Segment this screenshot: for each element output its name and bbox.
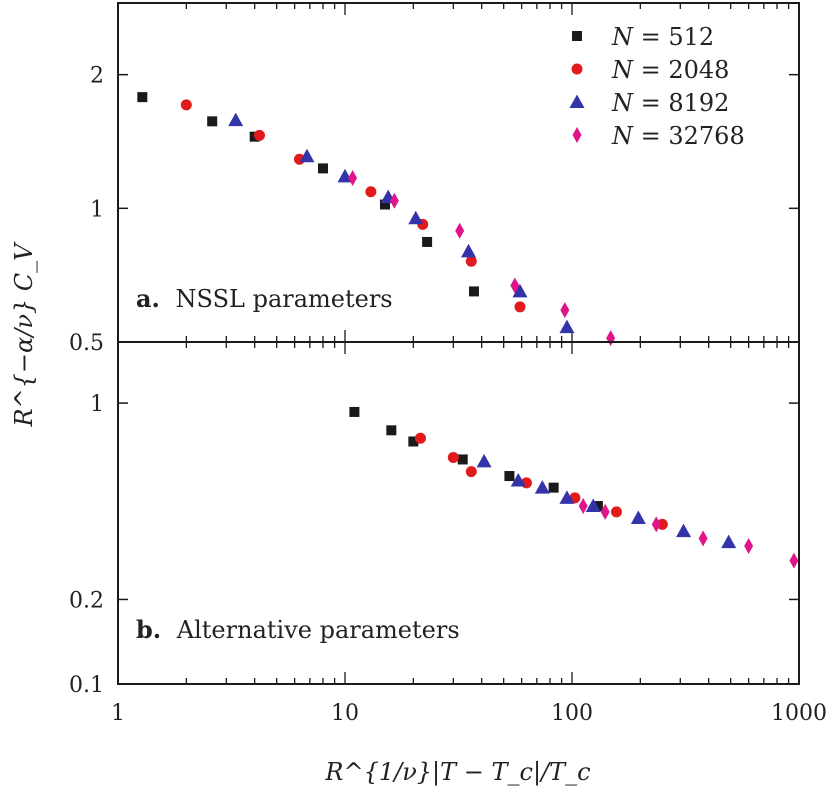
panel-a-series-2-point [559, 319, 575, 334]
legend-value-3: 32768 [668, 122, 744, 150]
panel-b-series-3-point [651, 516, 661, 533]
legend-marker-0 [572, 31, 582, 41]
y-axis-label-text: R^{−α/ν} C_V [10, 241, 38, 428]
panel-b-series-1-point [447, 452, 459, 464]
panel-a-series-1-point [514, 301, 526, 313]
panel-a-series-3-point [389, 192, 399, 209]
panel-a-yticks: 0.5 1 2 [69, 64, 799, 356]
panel-a: 0.5 1 2 a. NSSL parameters [69, 2, 800, 356]
x-tick-label: 100 [551, 701, 593, 726]
legend-equals-2: = [633, 89, 668, 117]
panel-b-series-0-point [504, 471, 515, 482]
legend-marker-3 [572, 127, 582, 143]
panel-a-series-3-point [455, 222, 465, 239]
panel-a-label-bold: a. [136, 284, 160, 313]
panel-b-xticks: 1 10 100 1000 [111, 342, 827, 726]
panel-b: 0.1 0.2 1 1 10 100 1000 b. Alternative parame… [69, 341, 827, 726]
legend-symbol-3: N [611, 122, 634, 150]
panel-b-series-0-point [349, 406, 360, 417]
x-axis-label-text: R^{1/ν}|T − T_c|/T_c [324, 758, 590, 787]
panel-a-series-0-point [379, 199, 390, 210]
panel-b-series-3-point [789, 552, 799, 569]
panel-a-series-1-point [365, 186, 377, 198]
legend-marker-1 [571, 63, 583, 75]
panel-b-series-2-point [476, 453, 492, 468]
x-tick-label: 1000 [771, 701, 827, 726]
panel-b-series-2-point [676, 523, 692, 538]
panel-a-label: a. NSSL parameters [136, 284, 393, 313]
panel-a-series-2-point [299, 148, 315, 163]
x-tick-label: 1 [111, 701, 125, 726]
legend-label-0: N = 512 [611, 23, 714, 51]
panel-b-series-2-point [510, 473, 526, 487]
legend-equals-1: = [633, 56, 668, 84]
legend-equals-0: = [633, 23, 668, 51]
legend-symbol-1: N [611, 56, 634, 84]
panel-b-series-2-point [585, 498, 601, 513]
panel-b-ytick-label: 0.2 [69, 588, 104, 613]
y-axis-label: R^{−α/ν} C_V [10, 241, 38, 428]
legend-equals-3: = [633, 122, 668, 150]
panel-b-yticks: 0.1 0.2 1 [69, 392, 799, 698]
panel-a-series-2-point [228, 112, 244, 127]
panel-b-series-3-point [744, 537, 754, 554]
panel-a-series-3-point [348, 170, 358, 187]
panel-b-series-2-point [559, 490, 575, 504]
panel-b-series-0-point [408, 436, 419, 447]
panel-b-series-2-point [534, 480, 550, 494]
panel-b-ytick-label: 0.1 [69, 673, 104, 698]
legend-label-3: N = 32768 [611, 122, 745, 150]
legend-marker-2 [569, 94, 585, 108]
panel-a-series-2-point [461, 243, 477, 258]
panel-b-series-3-point [698, 530, 708, 547]
panel-a-points [137, 92, 616, 347]
panel-b-label-text: Alternative parameters [176, 616, 460, 644]
panel-b-points [349, 406, 799, 569]
panel-a-ytick-label: 0.5 [69, 331, 104, 356]
panel-b-series-3-point [578, 498, 588, 515]
panel-a-label-text: NSSL parameters [176, 285, 393, 313]
legend-symbol-2: N [611, 89, 634, 117]
panel-b-series-3-point [600, 503, 610, 520]
panel-a-series-2-point [512, 283, 528, 298]
panel-a-series-2-point [408, 210, 424, 225]
panel-a-series-0-point [422, 236, 433, 247]
panel-a-series-3-point [560, 302, 570, 319]
panel-a-ytick-label: 1 [90, 197, 104, 222]
panel-a-series-0-point [137, 92, 148, 103]
panel-b-series-0-point [457, 454, 468, 465]
panel-a-series-0-point [468, 286, 479, 297]
x-axis-label: R^{1/ν}|T − T_c|/T_c [324, 758, 590, 787]
legend-value-0: 512 [668, 23, 714, 51]
panel-b-series-0-point [548, 482, 559, 493]
panel-a-series-1-point [465, 255, 477, 267]
panel-b-label-bold: b. [136, 615, 161, 644]
panel-a-series-0-point [207, 116, 218, 127]
panel-b-series-0-point [592, 501, 603, 512]
panel-b-series-1-point [465, 466, 477, 478]
panel-a-ytick-label: 2 [90, 64, 104, 89]
legend-label-2: N = 8192 [611, 89, 729, 117]
panel-b-ytick-label: 1 [90, 392, 104, 417]
panel-b-frame [117, 341, 800, 685]
panel-a-series-0-point [318, 163, 329, 174]
panel-b-label: b. Alternative parameters [136, 615, 460, 644]
panel-a-series-3-point [510, 277, 520, 294]
x-tick-label: 10 [331, 701, 359, 726]
panel-b-series-1-point [610, 506, 622, 518]
panel-a-series-1-point [253, 129, 265, 141]
panel-a-series-1-point [180, 99, 192, 111]
legend-value-2: 8192 [668, 89, 729, 117]
legend-label-1: N = 2048 [611, 56, 729, 84]
legend-symbol-0: N [611, 23, 634, 51]
panel-b-series-2-point [630, 510, 646, 524]
panel-b-series-0-point [386, 425, 397, 436]
panel-b-series-1-point [656, 518, 668, 530]
panel-b-series-1-point [414, 432, 426, 444]
legend-value-1: 2048 [668, 56, 729, 84]
panel-a-series-3-point [606, 330, 616, 347]
panel-b-series-2-point [721, 534, 737, 549]
